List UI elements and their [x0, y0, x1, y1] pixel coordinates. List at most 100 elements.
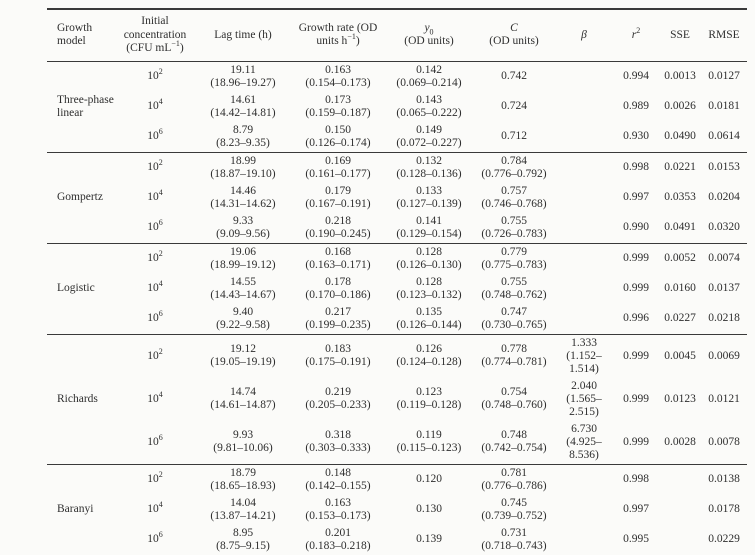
rmse-value: 0.0181	[708, 100, 740, 112]
y0-confidence-interval: (0.127–0.139)	[396, 197, 462, 210]
lag-time-cell: 14.74 (14.61–14.87)	[195, 378, 291, 421]
c-confidence-interval: (0.739–0.752)	[481, 509, 547, 522]
lag-confidence-interval: (8.75–9.15)	[216, 539, 270, 552]
y0-confidence-interval: (0.126–0.144)	[396, 318, 462, 331]
rmse-value: 0.0127	[708, 70, 740, 82]
c-value: 0.742	[501, 70, 527, 82]
beta-cell	[555, 61, 613, 92]
beta-cell	[555, 463, 613, 495]
rmse-value: 0.0218	[708, 312, 740, 324]
y0-confidence-interval: (0.123–0.132)	[396, 288, 462, 301]
sse-value: 0.0028	[664, 435, 696, 448]
rate-confidence-interval: (0.199–0.235)	[305, 318, 371, 331]
beta-cell	[555, 304, 613, 335]
y0-confidence-interval: (0.124–0.128)	[396, 356, 462, 368]
sse-value: 0.0221	[664, 161, 696, 173]
y0-cell: 0.142 (0.069–0.214)	[385, 61, 473, 92]
col-header-y0: y0 (OD units)	[385, 9, 473, 62]
r2-value: 0.998	[623, 473, 649, 485]
y0-value: 0.128	[416, 275, 442, 288]
c-value: 0.755	[501, 214, 527, 227]
c-symbol: C	[510, 21, 518, 34]
table-row: 104 14.55 (14.43–14.67) 0.178 (0.170–0.186…	[47, 274, 747, 304]
beta-cell	[555, 213, 613, 244]
rmse-cell: 0.0229	[701, 525, 747, 555]
r2-value: 0.994	[623, 70, 649, 82]
growth-rate-cell: 0.168 (0.163–0.171)	[291, 242, 385, 274]
growth-rate-cell: 0.163 (0.154–0.173)	[291, 61, 385, 92]
sse-value: 0.0052	[664, 252, 696, 264]
lag-value: 8.95	[232, 526, 254, 539]
concentration-cell: 104	[147, 279, 163, 294]
model-name-cell: Baranyi	[47, 463, 115, 555]
sse-cell	[659, 463, 701, 495]
y0-cell: 0.135 (0.126–0.144)	[385, 304, 473, 335]
lag-time-cell: 14.61 (14.42–14.81)	[195, 92, 291, 122]
y0-value: 0.142	[416, 63, 442, 76]
c-cell: 0.757 (0.746–0.768)	[473, 183, 555, 213]
lag-time-cell: 14.55 (14.43–14.67)	[195, 274, 291, 304]
rmse-value: 0.0069	[708, 349, 740, 362]
beta-cell	[555, 183, 613, 213]
lag-value: 14.04	[230, 496, 256, 509]
col-header-c: C (OD units)	[473, 9, 555, 62]
y0-confidence-interval: (0.126–0.130)	[396, 258, 462, 271]
lag-confidence-interval: (9.22–9.58)	[216, 318, 270, 331]
model-name-cell: Gompertz	[47, 151, 115, 243]
r2-symbol: r2	[631, 25, 641, 41]
rmse-cell: 0.0137	[701, 274, 747, 304]
y0-value: 0.143	[416, 93, 442, 106]
y0-confidence-interval: (0.129–0.154)	[396, 227, 462, 240]
c-confidence-interval: (0.730–0.765)	[481, 318, 547, 331]
sse-cell: 0.0052	[659, 242, 701, 274]
lag-value: 14.61	[230, 93, 256, 106]
r2-value: 0.999	[623, 392, 649, 405]
rate-confidence-interval: (0.205–0.233)	[305, 399, 371, 411]
c-value: 0.724	[501, 100, 527, 112]
model-name-cell: Logistic	[47, 242, 115, 334]
beta-cell: 2.040 (1.565–2.515)	[555, 378, 613, 421]
lag-time-cell: 19.12 (19.05–19.19)	[195, 333, 291, 378]
r2-cell: 0.999	[613, 421, 659, 465]
sse-cell: 0.0045	[659, 333, 701, 378]
lag-value: 19.06	[230, 245, 256, 258]
table-row: 106 9.40 (9.22–9.58) 0.217 (0.199–0.235) 0…	[47, 304, 747, 335]
r2-cell: 0.998	[613, 151, 659, 183]
lag-confidence-interval: (14.42–14.81)	[210, 106, 276, 119]
rate-value: 0.183	[325, 343, 351, 355]
sse-header-label: SSE	[670, 28, 690, 41]
c-value: 0.755	[501, 275, 527, 288]
rmse-value: 0.0320	[708, 221, 740, 233]
r2-value: 0.999	[623, 282, 649, 294]
r2-value: 0.930	[623, 130, 649, 142]
table-row: 104 14.61 (14.42–14.81) 0.173 (0.159–0.187…	[47, 92, 747, 122]
c-value: 0.784	[501, 154, 527, 167]
table-row: 104 14.46 (14.31–14.62) 0.179 (0.167–0.191…	[47, 183, 747, 213]
r2-cell: 0.930	[613, 122, 659, 153]
rate-confidence-interval: (0.142–0.155)	[305, 479, 371, 492]
r2-value: 0.997	[623, 191, 649, 203]
lag-value: 8.79	[232, 123, 254, 136]
y0-cell: 0.132 (0.128–0.136)	[385, 151, 473, 183]
lag-time-cell: 9.93 (9.81–10.06)	[195, 421, 291, 465]
table-row: Logistic 102 19.06 (18.99–19.12) 0.168 (0.…	[47, 242, 747, 334]
beta-cell	[555, 151, 613, 183]
rmse-cell: 0.0614	[701, 122, 747, 153]
r2-cell: 0.999	[613, 333, 659, 378]
y0-cell: 0.139	[385, 525, 473, 555]
concentration-cell: 102	[147, 67, 163, 82]
rate-confidence-interval: (0.153–0.173)	[305, 509, 371, 522]
r2-cell: 0.997	[613, 183, 659, 213]
c-confidence-interval: (0.774–0.781)	[481, 356, 547, 368]
rate-value: 0.148	[325, 466, 351, 479]
rmse-cell: 0.0138	[701, 463, 747, 495]
lag-confidence-interval: (18.96–19.27)	[210, 76, 276, 89]
growth-rate-cell: 0.183 (0.175–0.191)	[291, 333, 385, 378]
rmse-cell: 0.0121	[701, 378, 747, 421]
y0-symbol: y0	[424, 21, 434, 37]
rmse-value: 0.0078	[708, 435, 740, 448]
beta-cell	[555, 525, 613, 555]
r2-value: 0.995	[623, 533, 649, 545]
lag-confidence-interval: (8.23–9.35)	[216, 136, 270, 149]
beta-value: 6.730	[571, 422, 597, 435]
